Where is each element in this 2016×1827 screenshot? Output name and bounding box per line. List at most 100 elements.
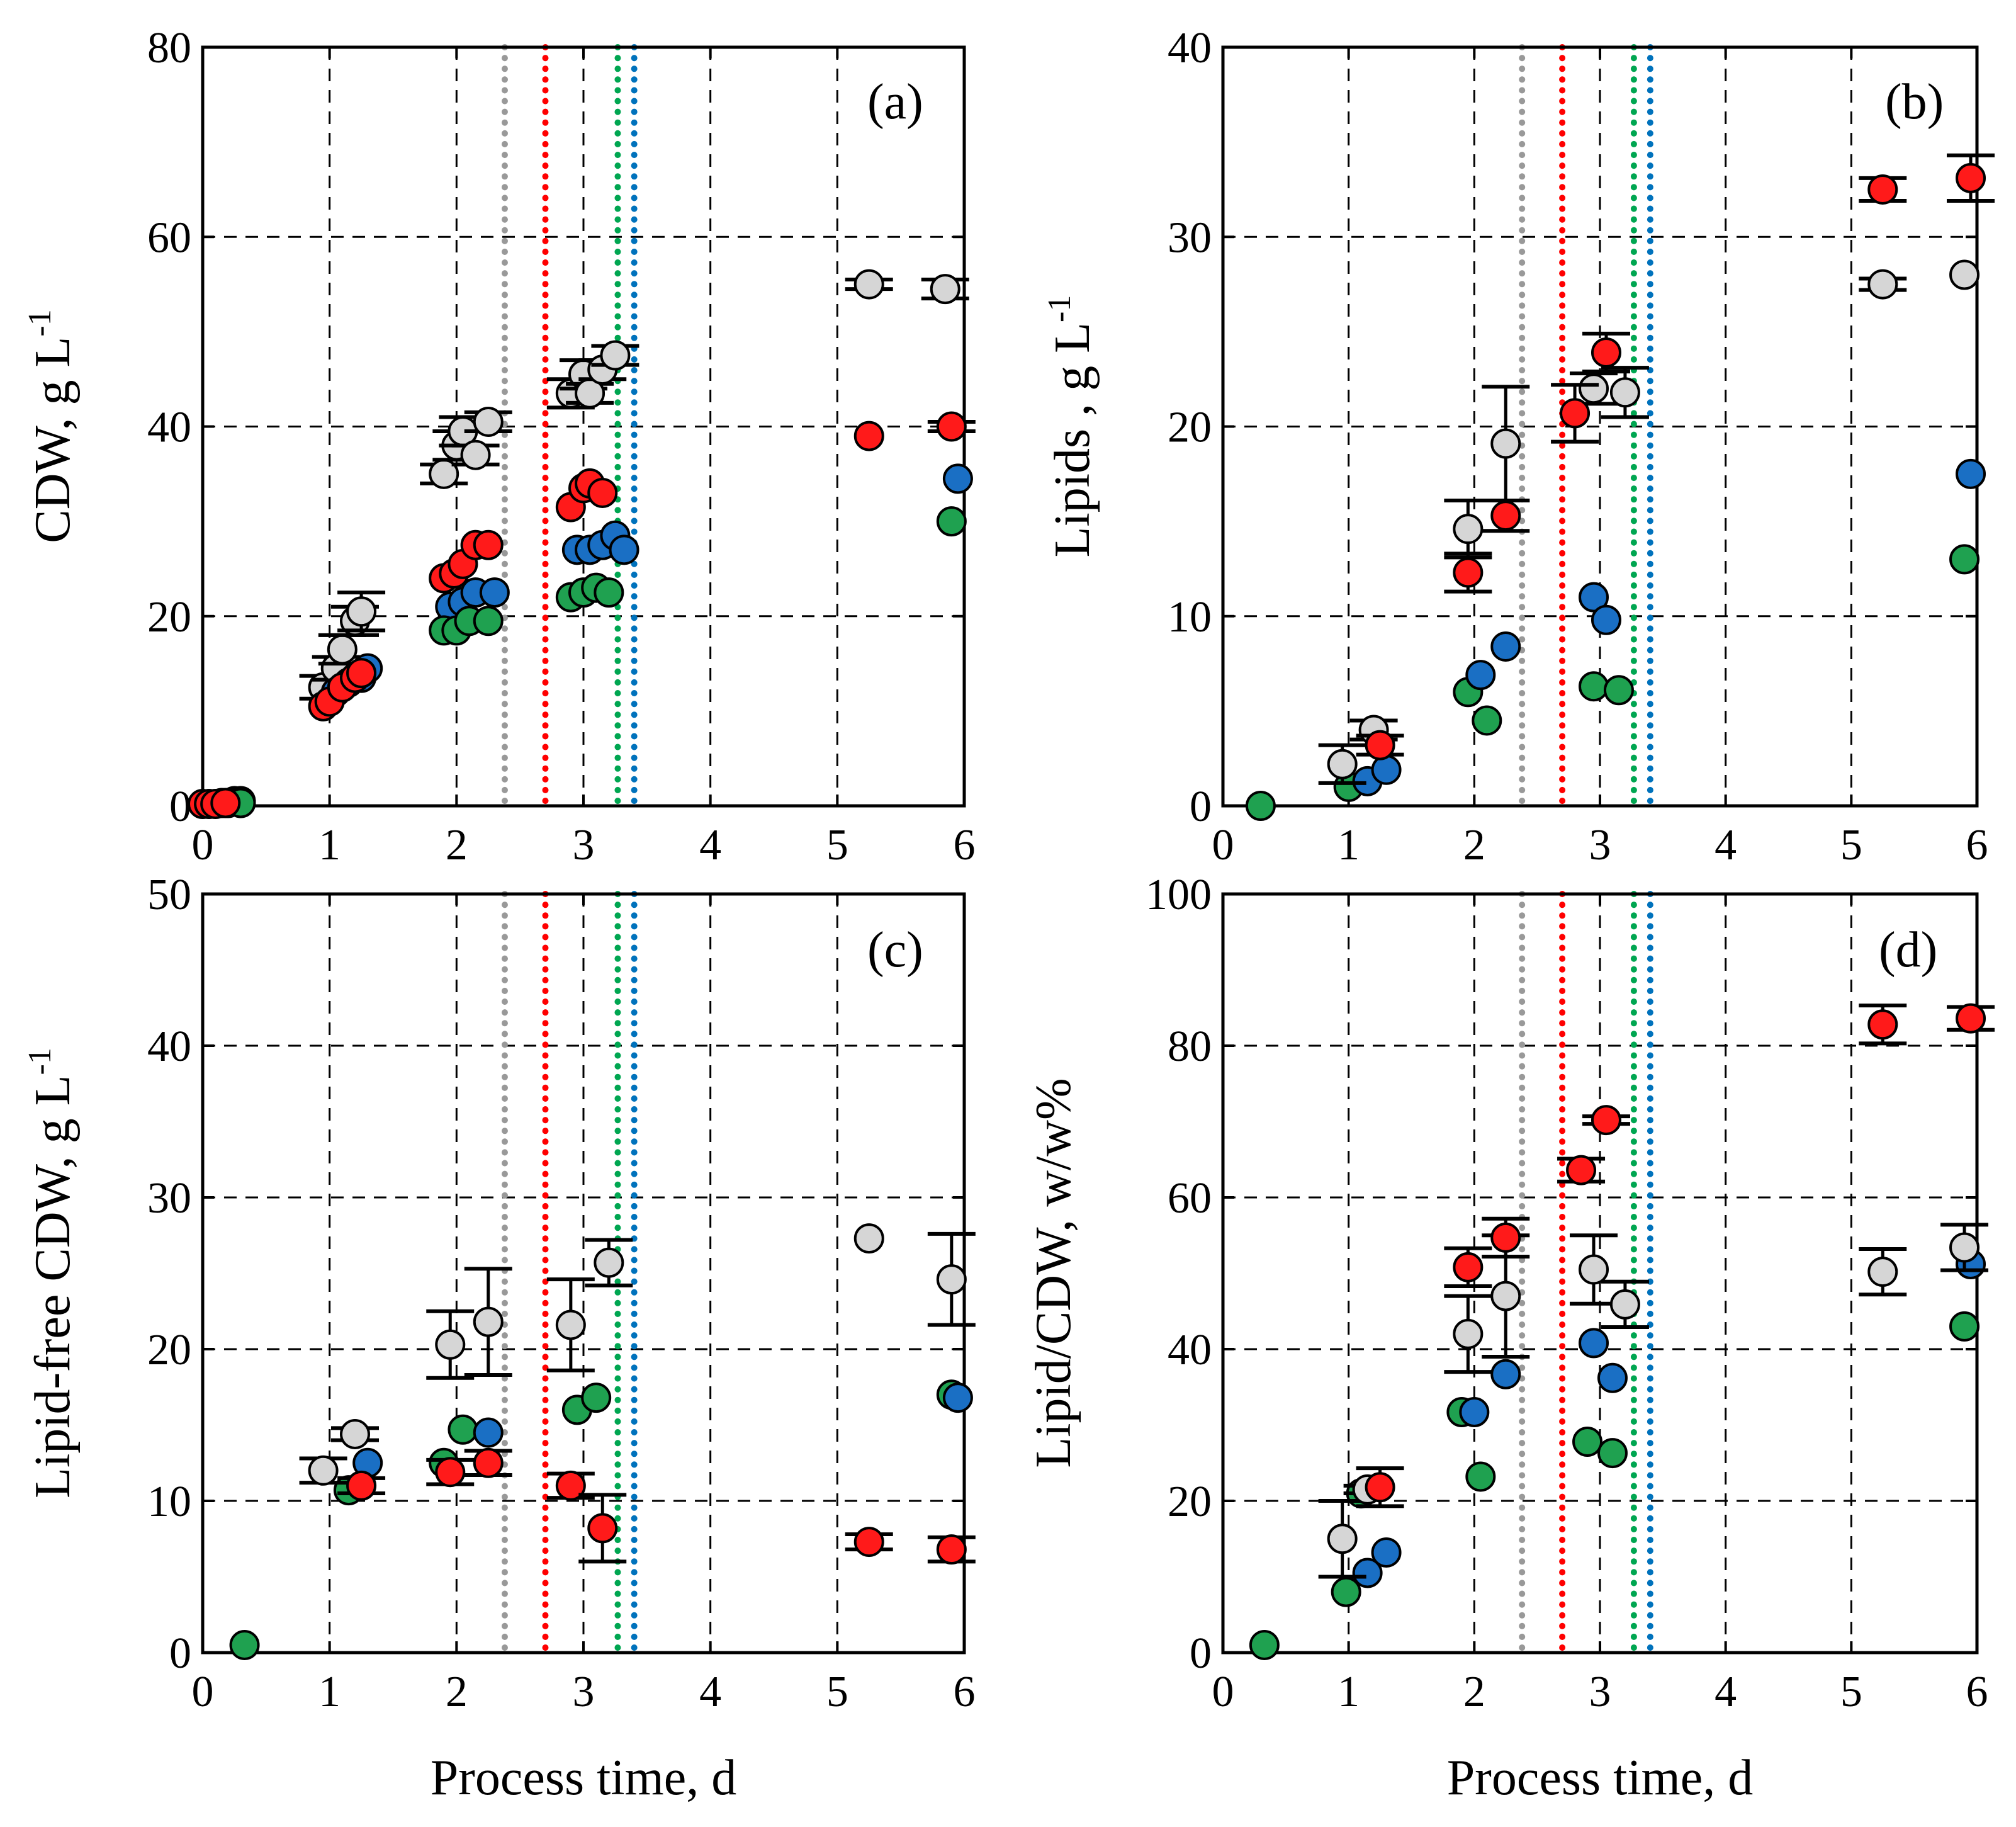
- data-point-gray: [1867, 1257, 1898, 1287]
- y-tick-label: 40: [147, 404, 191, 452]
- y-tick-label: 50: [147, 871, 191, 919]
- data-point-red: [936, 1534, 967, 1565]
- data-point-blue: [1591, 604, 1621, 635]
- x-tick-label: 5: [1840, 1668, 1862, 1716]
- y-tick-label: 0: [169, 783, 191, 831]
- data-point-green: [1949, 544, 1980, 575]
- data-point-red: [587, 1513, 618, 1544]
- y-tick-label: 20: [147, 1326, 191, 1374]
- data-point-red: [1956, 162, 1986, 193]
- data-point-blue: [1490, 1359, 1521, 1389]
- x-tick-label: 6: [1966, 821, 1988, 869]
- data-point-red: [936, 411, 967, 442]
- data-point-gray: [1949, 259, 1980, 290]
- panel-b-ylabel: Lipids , g L-1: [1042, 295, 1100, 558]
- y-tick-label: 20: [147, 593, 191, 642]
- data-point-blue: [1579, 582, 1609, 613]
- y-tick-label: 30: [147, 1174, 191, 1223]
- data-point-gray: [600, 340, 631, 371]
- y-tick-label: 100: [1146, 871, 1212, 919]
- data-point-gray: [1327, 1524, 1358, 1554]
- data-point-red: [1591, 337, 1621, 368]
- y-tick-label: 30: [1168, 213, 1212, 262]
- data-point-green: [936, 506, 967, 537]
- panel-b-label: (b): [1885, 74, 1944, 130]
- x-tick-label: 2: [1463, 1668, 1485, 1716]
- x-tick-label: 0: [1212, 821, 1234, 869]
- data-point-gray: [473, 1306, 504, 1337]
- data-point-red: [346, 1470, 377, 1501]
- data-point-green: [594, 577, 624, 608]
- data-point-blue: [1490, 631, 1521, 662]
- data-point-blue: [1352, 1558, 1383, 1588]
- x-tick-label: 3: [573, 821, 595, 869]
- data-point-gray: [340, 1418, 370, 1449]
- y-tick-label: 60: [147, 213, 191, 262]
- x-tick-label: 4: [1715, 821, 1737, 869]
- data-point-red: [346, 658, 377, 689]
- data-point-gray: [1327, 749, 1358, 779]
- x-tick-label: 1: [318, 1668, 341, 1716]
- x-tick-label: 5: [1840, 821, 1862, 869]
- data-point-red: [1365, 730, 1395, 761]
- data-point-blue: [479, 577, 510, 608]
- data-point-green: [229, 1629, 260, 1660]
- data-point-gray: [936, 1264, 967, 1295]
- data-point-blue: [1956, 458, 1986, 489]
- data-point-blue: [1459, 1397, 1490, 1428]
- data-point-red: [1867, 174, 1898, 205]
- data-point-green: [1572, 1427, 1603, 1457]
- panel-d-label: (d): [1879, 922, 1937, 978]
- data-point-green: [581, 1383, 612, 1413]
- panel-c-label: (c): [867, 922, 923, 978]
- panel-d-ylabel: Lipid/CDW, w/w%: [1026, 1078, 1081, 1468]
- x-tick-label: 2: [446, 1668, 468, 1716]
- y-tick-label: 0: [1190, 1629, 1212, 1678]
- panel-a-ylabel: CDW, g L-1: [22, 309, 81, 543]
- data-point-green: [448, 1414, 478, 1445]
- x-tick-label: 3: [1589, 1668, 1611, 1716]
- x-tick-label: 0: [192, 1668, 214, 1716]
- data-point-blue: [1371, 754, 1402, 785]
- y-tick-label: 10: [147, 1478, 191, 1526]
- data-point-red: [473, 1447, 504, 1478]
- data-point-blue: [1465, 660, 1496, 691]
- data-point-red: [1591, 1105, 1621, 1136]
- data-point-blue: [1579, 1328, 1609, 1359]
- data-point-red: [1490, 1222, 1521, 1253]
- x-tick-label: 3: [1589, 821, 1611, 869]
- data-point-gray: [473, 406, 504, 437]
- x-tick-label: 1: [318, 821, 341, 869]
- data-point-green: [1603, 675, 1634, 706]
- data-point-gray: [327, 634, 358, 665]
- data-point-green: [1245, 791, 1276, 821]
- data-point-red: [1490, 501, 1521, 531]
- data-point-gray: [1579, 1254, 1609, 1285]
- data-point-gray: [1949, 1232, 1980, 1263]
- data-point-red: [587, 477, 618, 508]
- data-point-blue: [1597, 1362, 1628, 1393]
- x-tick-label: 2: [446, 821, 468, 869]
- data-point-gray: [930, 274, 960, 305]
- data-point-gray: [308, 1455, 339, 1486]
- data-point-green: [1465, 1461, 1496, 1492]
- x-tick-label: 1: [1337, 1668, 1360, 1716]
- panel-b: 0 1 2 3 4 5 6 0 10 20 30 40 Lipids , g L-1 (b): [1042, 24, 1995, 869]
- data-point-blue: [942, 1383, 973, 1413]
- y-tick-label: 80: [1168, 1022, 1212, 1071]
- data-point-red: [1560, 398, 1591, 429]
- data-point-gray: [853, 269, 884, 300]
- x-tick-label: 5: [826, 821, 848, 869]
- data-point-green: [1249, 1629, 1280, 1660]
- data-point-red: [1453, 557, 1484, 588]
- data-point-blue: [942, 463, 973, 494]
- x-tick-label: 5: [826, 1668, 848, 1716]
- data-point-blue: [1371, 1537, 1402, 1568]
- data-point-green: [1949, 1311, 1980, 1342]
- data-point-blue: [609, 535, 639, 565]
- panel-c: 0 1 2 3 4 5 6 0 10 20 30 40 50 Lipid-free CDW, g L-1…: [22, 871, 976, 1806]
- data-point-gray: [346, 596, 377, 627]
- panel-c-ylabel: Lipid-free CDW, g L-1: [22, 1048, 81, 1498]
